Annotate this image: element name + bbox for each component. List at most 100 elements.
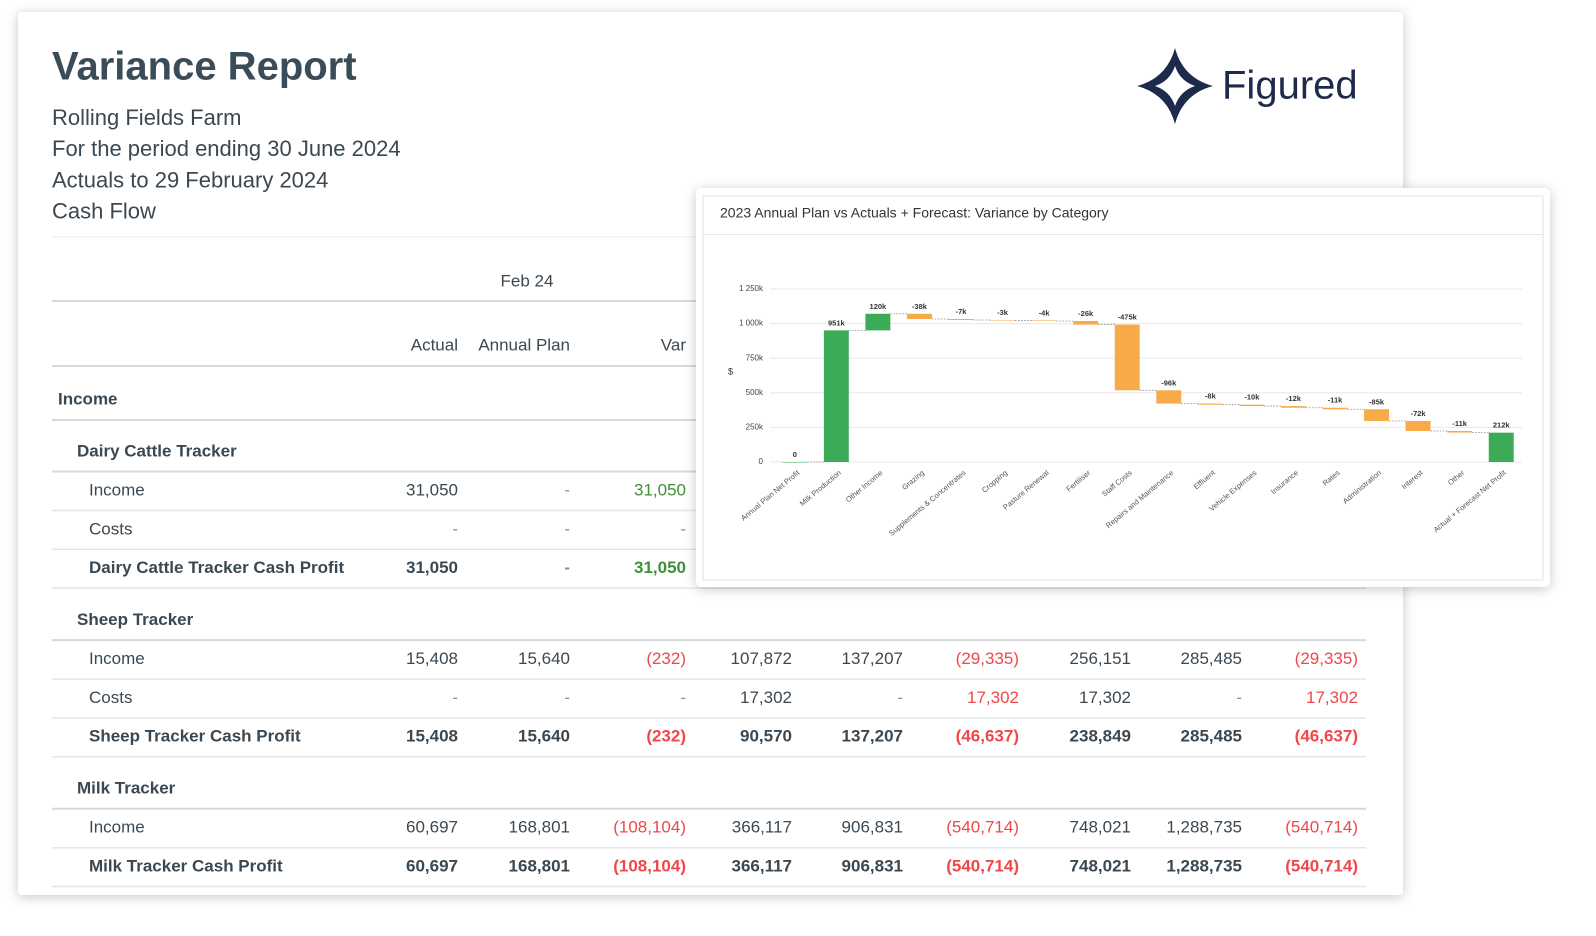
cell: 15,640 bbox=[518, 727, 570, 746]
cell: - bbox=[564, 519, 570, 538]
cell: 168,801 bbox=[509, 856, 570, 875]
cell: 256,151 bbox=[1070, 649, 1131, 668]
cell: 748,021 bbox=[1070, 818, 1131, 837]
cell: - bbox=[452, 519, 458, 538]
cell: 90,570 bbox=[740, 727, 792, 746]
value-label: 212k bbox=[1493, 421, 1511, 430]
bar bbox=[1156, 390, 1182, 404]
cell: (540,714) bbox=[1285, 818, 1358, 837]
cell: 31,050 bbox=[634, 480, 686, 499]
cell: (46,637) bbox=[956, 727, 1019, 746]
bar bbox=[948, 319, 974, 321]
bar bbox=[865, 313, 891, 331]
cell: 107,872 bbox=[731, 649, 792, 668]
cell: (540,714) bbox=[946, 856, 1019, 875]
cell: - bbox=[564, 558, 570, 577]
cell: 15,408 bbox=[406, 727, 458, 746]
cell: 31,050 bbox=[634, 558, 686, 577]
cell: (108,104) bbox=[613, 856, 686, 875]
bar bbox=[1488, 432, 1514, 462]
report-subtitle: Actuals to 29 February 2024 bbox=[52, 167, 328, 192]
value-label: -26k bbox=[1078, 309, 1094, 318]
value-label: -11k bbox=[1328, 396, 1343, 405]
cell: - bbox=[1236, 688, 1242, 707]
cell: 906,831 bbox=[842, 818, 903, 837]
cell: (540,714) bbox=[946, 818, 1019, 837]
cell: - bbox=[680, 688, 686, 707]
value-label: -85k bbox=[1369, 397, 1385, 406]
cell: 15,408 bbox=[406, 649, 458, 668]
value-label: -72k bbox=[1411, 409, 1427, 418]
cell: 168,801 bbox=[509, 818, 570, 837]
bar bbox=[782, 462, 808, 463]
cell: 17,302 bbox=[740, 688, 792, 707]
value-label: -475k bbox=[1118, 313, 1138, 322]
bar bbox=[1239, 404, 1265, 407]
cell: 285,485 bbox=[1181, 649, 1242, 668]
y-tick-label: 1 250k bbox=[739, 284, 764, 293]
y-tick-label: 0 bbox=[759, 457, 764, 466]
cell: 60,697 bbox=[406, 856, 458, 875]
report-subtitle: Rolling Fields Farm bbox=[52, 105, 242, 130]
value-label: -3k bbox=[997, 308, 1009, 317]
cell: 285,485 bbox=[1181, 727, 1242, 746]
value-label: -38k bbox=[912, 302, 928, 311]
report-subtitle: Cash Flow bbox=[52, 199, 156, 224]
cell: - bbox=[564, 688, 570, 707]
bar bbox=[1280, 406, 1306, 408]
group-header: Sheep Tracker bbox=[77, 610, 194, 629]
bar bbox=[1197, 403, 1223, 405]
period-header: Feb 24 bbox=[501, 271, 554, 290]
cell: 748,021 bbox=[1070, 856, 1131, 875]
cell: - bbox=[564, 480, 570, 499]
cell: - bbox=[897, 688, 903, 707]
cell: 137,207 bbox=[842, 649, 903, 668]
cell: 238,849 bbox=[1070, 727, 1131, 746]
bar bbox=[906, 313, 932, 320]
logo: Figured bbox=[1137, 48, 1358, 124]
y-axis-label: $ bbox=[728, 366, 733, 376]
cell: 31,050 bbox=[406, 558, 458, 577]
value-label: 0 bbox=[793, 450, 797, 459]
row-label: Dairy Cattle Tracker Cash Profit bbox=[89, 558, 344, 577]
column-header: Actual bbox=[411, 335, 458, 354]
cell: (29,335) bbox=[956, 649, 1019, 668]
row-label: Costs bbox=[89, 519, 132, 538]
y-tick-label: 1 000k bbox=[739, 319, 764, 328]
logo-text: Figured bbox=[1222, 64, 1358, 108]
cell: 17,302 bbox=[967, 688, 1019, 707]
cell: 137,207 bbox=[842, 727, 903, 746]
cell: (108,104) bbox=[613, 818, 686, 837]
cell: (29,335) bbox=[1295, 649, 1358, 668]
cell: (46,637) bbox=[1295, 727, 1358, 746]
value-label: -11k bbox=[1452, 419, 1467, 428]
cell: 17,302 bbox=[1079, 688, 1131, 707]
cell: 906,831 bbox=[842, 856, 903, 875]
bar bbox=[1447, 430, 1473, 433]
cell: 17,302 bbox=[1306, 688, 1358, 707]
cell: 1,288,735 bbox=[1166, 818, 1242, 837]
cell: 15,640 bbox=[518, 649, 570, 668]
bar bbox=[823, 330, 849, 462]
value-label: -4k bbox=[1039, 308, 1051, 317]
cell: 1,288,735 bbox=[1166, 856, 1242, 875]
y-tick-label: 250k bbox=[746, 423, 764, 432]
row-label: Income bbox=[89, 818, 145, 837]
y-tick-label: 500k bbox=[746, 388, 764, 397]
column-header: Annual Plan bbox=[478, 335, 570, 354]
row-label: Income bbox=[89, 480, 145, 499]
bar bbox=[1364, 409, 1390, 422]
value-label: -10k bbox=[1244, 393, 1260, 402]
cell: (232) bbox=[646, 727, 686, 746]
cell: (540,714) bbox=[1285, 856, 1358, 875]
report-subtitle: For the period ending 30 June 2024 bbox=[52, 136, 401, 161]
value-label: -12k bbox=[1286, 394, 1302, 403]
row-label: Costs bbox=[89, 688, 132, 707]
cell: - bbox=[452, 688, 458, 707]
bar bbox=[990, 320, 1016, 321]
value-label: -7k bbox=[956, 307, 968, 316]
cell: 31,050 bbox=[406, 480, 458, 499]
cell: 366,117 bbox=[731, 856, 792, 875]
group-header: Milk Tracker bbox=[77, 779, 176, 798]
cell: - bbox=[680, 519, 686, 538]
